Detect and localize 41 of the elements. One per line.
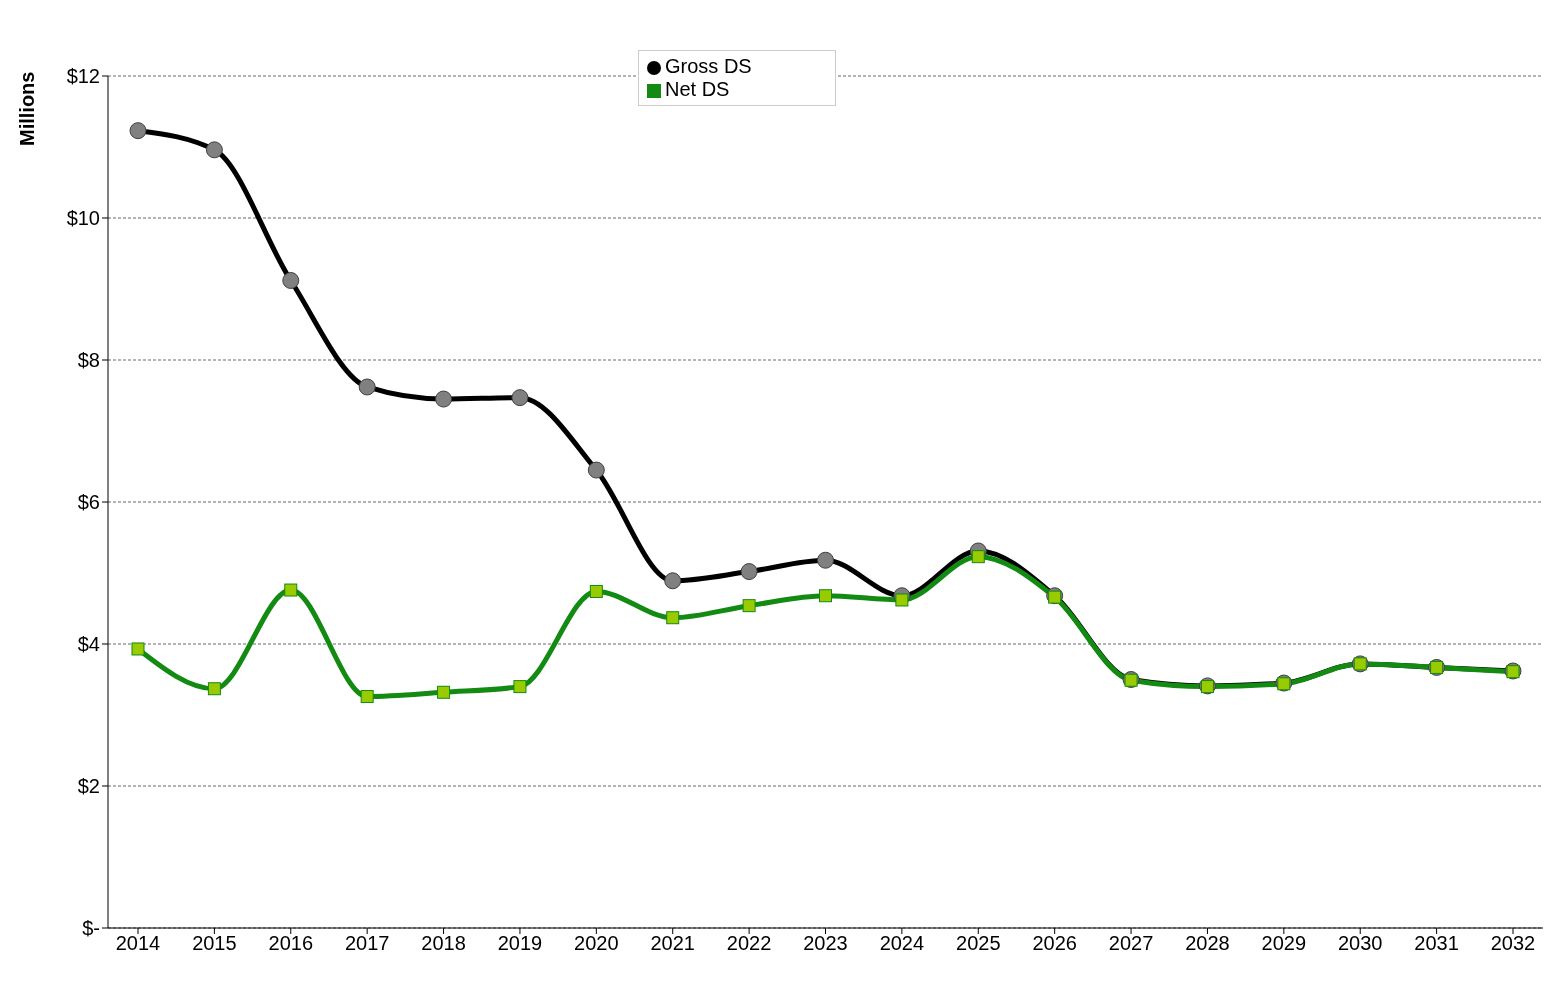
point — [666, 611, 680, 625]
point — [742, 599, 756, 613]
point — [207, 682, 221, 696]
x-tick-label: 2018 — [421, 932, 466, 955]
x-tick-label: 2016 — [268, 932, 314, 955]
x-tick-label: 2025 — [956, 932, 1001, 955]
x-tick-label: 2028 — [1185, 932, 1230, 955]
y-tick-label: $6 — [77, 491, 100, 514]
y-tick-label: $- — [82, 917, 100, 940]
y-tick-label: $12 — [66, 65, 100, 88]
point — [513, 680, 527, 694]
legend-label: Net DS — [665, 78, 730, 100]
x-tick-label: 2017 — [344, 932, 390, 955]
x-tick-label: 2014 — [115, 932, 161, 955]
x-tick-label: 2030 — [1337, 932, 1383, 955]
x-tick-label: 2031 — [1414, 932, 1459, 955]
point — [284, 583, 298, 597]
x-tick-label: 2019 — [497, 932, 543, 955]
x-tick-label: 2021 — [650, 932, 695, 955]
point — [819, 589, 832, 603]
x-tick-label: 2020 — [574, 932, 619, 955]
point — [589, 584, 603, 598]
y-tick-label: $2 — [77, 775, 100, 798]
x-tick-label: 2023 — [803, 932, 848, 955]
y-tick-label: $8 — [77, 349, 100, 372]
x-tick-label: 2024 — [879, 932, 925, 955]
point — [131, 642, 145, 656]
point — [971, 550, 985, 564]
point — [895, 593, 909, 607]
point — [437, 685, 451, 699]
x-tick-label: 2029 — [1261, 932, 1307, 955]
point — [360, 690, 374, 704]
y-tick-label: $10 — [66, 207, 100, 230]
x-tick-label: 2026 — [1032, 932, 1077, 955]
x-tick-label: 2022 — [726, 932, 772, 955]
y-axis-title: Millions — [16, 71, 39, 146]
legend-label: Gross DS — [665, 55, 752, 77]
y-tick-label: $4 — [77, 633, 100, 656]
x-tick-label: 2032 — [1490, 932, 1536, 955]
x-tick-label: 2027 — [1108, 932, 1154, 955]
x-tick-label: 2015 — [192, 932, 237, 955]
